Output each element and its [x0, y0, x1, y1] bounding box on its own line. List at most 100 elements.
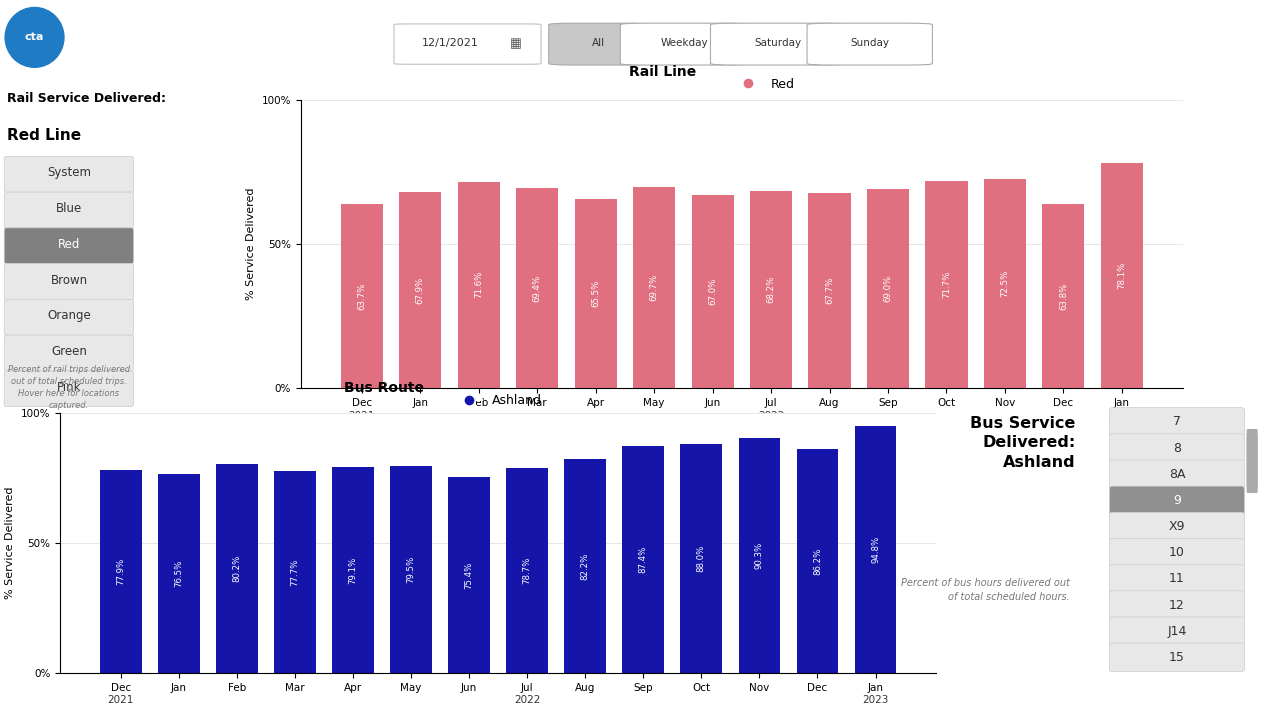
FancyBboxPatch shape: [1109, 434, 1244, 462]
FancyBboxPatch shape: [4, 228, 134, 263]
Ellipse shape: [5, 8, 64, 68]
FancyBboxPatch shape: [1109, 486, 1244, 515]
FancyBboxPatch shape: [4, 300, 134, 335]
FancyBboxPatch shape: [1109, 617, 1244, 646]
Text: Saturday: Saturday: [755, 38, 801, 48]
Text: Select Day of Week: Select Day of Week: [697, 10, 799, 20]
Text: 63.7%: 63.7%: [357, 283, 366, 310]
Text: Red Line: Red Line: [8, 128, 82, 143]
FancyBboxPatch shape: [1109, 565, 1244, 593]
FancyBboxPatch shape: [711, 23, 844, 65]
Text: 67.0%: 67.0%: [709, 278, 718, 305]
Text: 67.9%: 67.9%: [416, 276, 425, 304]
FancyBboxPatch shape: [1109, 407, 1244, 436]
Legend: Ashland: Ashland: [451, 389, 547, 412]
Text: 72.5%: 72.5%: [1000, 270, 1009, 297]
Y-axis label: % Service Delivered: % Service Delivered: [5, 486, 15, 600]
Text: 77.9%: 77.9%: [116, 558, 125, 585]
FancyBboxPatch shape: [807, 23, 932, 65]
Text: Rail Service Delivered:: Rail Service Delivered:: [8, 92, 166, 105]
Bar: [458, 182, 500, 388]
Text: 77.7%: 77.7%: [290, 558, 299, 585]
Bar: [623, 446, 664, 673]
Text: Bus Route: Bus Route: [344, 381, 425, 394]
Text: 7: 7: [1173, 415, 1181, 429]
Text: 76.5%: 76.5%: [174, 560, 183, 587]
Bar: [926, 182, 967, 388]
Text: Weekday: Weekday: [660, 38, 709, 48]
FancyBboxPatch shape: [549, 23, 648, 65]
Text: 80.2%: 80.2%: [233, 555, 242, 582]
Text: 2021: 2021: [107, 696, 134, 706]
Bar: [738, 438, 780, 673]
Text: 78.1%: 78.1%: [1118, 262, 1127, 289]
Text: 69.7%: 69.7%: [650, 274, 659, 301]
Legend: Red: Red: [730, 73, 799, 96]
FancyBboxPatch shape: [1109, 591, 1244, 619]
Bar: [633, 187, 675, 388]
Text: Select buttons to see monthly metrics by line/route.  Figures are
subject to cha: Select buttons to see monthly metrics by…: [1119, 23, 1279, 52]
Text: 69.4%: 69.4%: [532, 274, 541, 302]
Text: 10: 10: [1169, 546, 1184, 559]
Text: 8A: 8A: [1169, 468, 1186, 481]
Text: CTA Service Trend: Beta: CTA Service Trend: Beta: [102, 27, 384, 48]
Bar: [100, 471, 142, 673]
Text: 65.5%: 65.5%: [591, 280, 600, 308]
Bar: [984, 179, 1026, 388]
Text: 15: 15: [1169, 651, 1184, 664]
Bar: [854, 426, 897, 673]
Text: Sunday: Sunday: [851, 38, 889, 48]
Bar: [1101, 163, 1143, 388]
Text: 8: 8: [1173, 441, 1181, 454]
Bar: [564, 459, 606, 673]
FancyBboxPatch shape: [620, 23, 748, 65]
Text: 12: 12: [1169, 599, 1184, 612]
FancyBboxPatch shape: [394, 24, 541, 64]
Text: Bus Service
Delivered:
Ashland: Bus Service Delivered: Ashland: [971, 416, 1076, 470]
Text: Green: Green: [51, 345, 87, 358]
Text: 94.8%: 94.8%: [871, 536, 880, 563]
Text: 78.7%: 78.7%: [523, 557, 532, 585]
Bar: [517, 188, 558, 388]
Text: 71.6%: 71.6%: [475, 271, 483, 298]
Text: ▦: ▦: [509, 37, 522, 50]
Text: 71.7%: 71.7%: [943, 271, 952, 298]
Bar: [274, 471, 316, 673]
Text: Pink: Pink: [56, 381, 81, 394]
Text: Brown: Brown: [50, 273, 87, 287]
Text: 9: 9: [1173, 494, 1181, 507]
FancyBboxPatch shape: [1109, 643, 1244, 671]
Text: 82.2%: 82.2%: [581, 553, 590, 580]
Bar: [506, 468, 549, 673]
Bar: [340, 204, 382, 388]
Text: 75.4%: 75.4%: [464, 561, 473, 589]
Text: J14: J14: [1168, 624, 1187, 638]
Text: 63.8%: 63.8%: [1059, 283, 1068, 310]
FancyBboxPatch shape: [1109, 460, 1244, 488]
Bar: [216, 464, 258, 673]
Bar: [399, 192, 441, 388]
Bar: [333, 467, 373, 673]
Text: 69.0%: 69.0%: [884, 275, 893, 302]
Text: 2021: 2021: [349, 411, 375, 421]
Y-axis label: % Service Delivered: % Service Delivered: [246, 187, 256, 300]
Bar: [797, 449, 838, 673]
FancyBboxPatch shape: [4, 192, 134, 228]
Bar: [448, 477, 490, 673]
FancyBboxPatch shape: [1246, 429, 1259, 493]
Text: 2023: 2023: [862, 696, 889, 706]
Text: 2022: 2022: [514, 696, 541, 706]
FancyBboxPatch shape: [4, 263, 134, 300]
Text: System: System: [47, 167, 91, 179]
Bar: [808, 193, 851, 388]
Text: 87.4%: 87.4%: [638, 545, 647, 573]
Text: 2022: 2022: [758, 411, 784, 421]
Bar: [749, 192, 792, 388]
FancyBboxPatch shape: [1109, 513, 1244, 541]
Text: cta: cta: [24, 32, 45, 43]
Text: Rail Line: Rail Line: [629, 66, 696, 80]
FancyBboxPatch shape: [4, 371, 134, 407]
FancyBboxPatch shape: [1109, 538, 1244, 567]
Text: Blue: Blue: [56, 202, 82, 215]
Text: Selected Date Range: Selected Date Range: [399, 10, 509, 20]
